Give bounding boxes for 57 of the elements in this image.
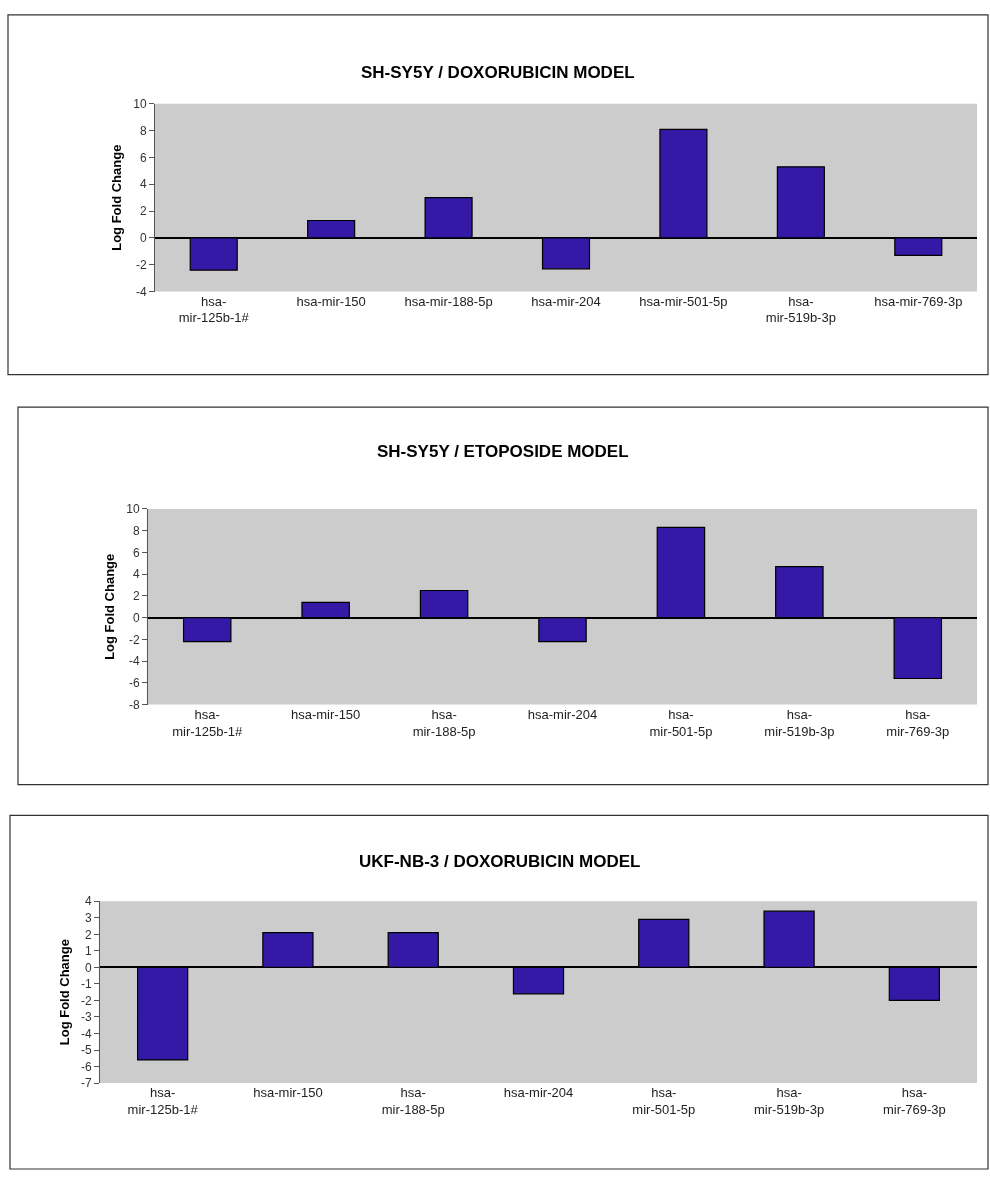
y-tick-label: -4	[135, 284, 147, 299]
y-tick-label: -6	[80, 1059, 92, 1074]
x-tick-label: hsa- mir-519b-3p	[754, 1085, 825, 1117]
y-tick-label: -8	[128, 697, 140, 712]
x-tick-label: hsa- mir-188-5p	[412, 706, 476, 739]
y-tick-label: 0	[139, 231, 147, 246]
x-tick-label: hsa-mir-188-5p	[404, 293, 493, 309]
y-tick-label: 2	[132, 589, 140, 604]
y-tick-label: 4	[132, 567, 140, 582]
y-tick-label: 8	[139, 123, 147, 138]
x-tick-label: hsa- mir-519b-3p	[765, 293, 836, 326]
y-tick-label: -4	[80, 1026, 92, 1041]
x-tick-label: hsa-mir-150	[290, 706, 361, 722]
y-tick-label: 10	[126, 502, 140, 517]
chart-title: SH-SY5Y / ETOPOSIDE MODEL	[377, 442, 629, 461]
y-axis-title: Log Fold Change	[109, 144, 125, 251]
y-tick-label: -5	[80, 1043, 92, 1058]
y-tick-label: -3	[80, 1010, 92, 1025]
x-tick-label: hsa- mir-769-3p	[886, 706, 950, 739]
chart-title: SH-SY5Y / DOXORUBICIN MODEL	[361, 63, 635, 82]
y-tick-label: -2	[80, 993, 92, 1008]
x-tick-label: hsa- mir-501-5p	[632, 1085, 696, 1117]
x-tick-label: hsa- mir-519b-3p	[764, 706, 835, 739]
x-tick-label: hsa-mir-204	[503, 1085, 574, 1101]
y-axis-title: Log Fold Change	[56, 939, 72, 1046]
y-tick-label: 0	[84, 960, 92, 975]
x-tick-label: hsa-mir-204	[531, 293, 601, 309]
x-tick-label: hsa- mir-125b-1#	[172, 706, 244, 739]
y-tick-label: 6	[139, 150, 147, 165]
x-tick-label: hsa- mir-769-3p	[882, 1085, 946, 1117]
y-tick-label: 0	[132, 610, 140, 625]
y-tick-label: -2	[135, 257, 147, 272]
y-tick-label: -7	[80, 1076, 92, 1091]
y-tick-label: 6	[132, 545, 140, 560]
y-tick-label: 4	[84, 894, 92, 909]
x-tick-label: hsa-mir-501-5p	[639, 293, 728, 309]
y-tick-label: 8	[132, 523, 140, 538]
y-tick-label: -2	[128, 632, 140, 647]
x-tick-label: hsa-mir-150	[296, 293, 366, 309]
y-tick-label: -1	[80, 977, 92, 992]
x-tick-label: hsa- mir-125b-1#	[127, 1085, 199, 1117]
chart-title: UKF-NB-3 / DOXORUBICIN MODEL	[359, 852, 641, 871]
y-tick-label: 10	[133, 97, 147, 112]
y-tick-label: 2	[84, 927, 92, 942]
y-tick-label: 2	[139, 204, 147, 219]
x-tick-label: hsa- mir-188-5p	[381, 1085, 445, 1117]
x-tick-label: hsa-mir-150	[253, 1085, 323, 1101]
x-tick-label: hsa-mir-204	[527, 706, 598, 722]
y-tick-label: -6	[128, 676, 140, 691]
x-tick-label: hsa- mir-125b-1#	[178, 293, 250, 326]
y-tick-label: 4	[139, 177, 147, 192]
x-tick-label: hsa-mir-769-3p	[874, 293, 963, 309]
y-tick-label: 1	[84, 944, 92, 959]
y-axis-title: Log Fold Change	[102, 553, 118, 660]
x-tick-label: hsa- mir-501-5p	[649, 706, 713, 739]
y-tick-label: 3	[84, 910, 92, 925]
y-tick-label: -4	[128, 654, 140, 669]
